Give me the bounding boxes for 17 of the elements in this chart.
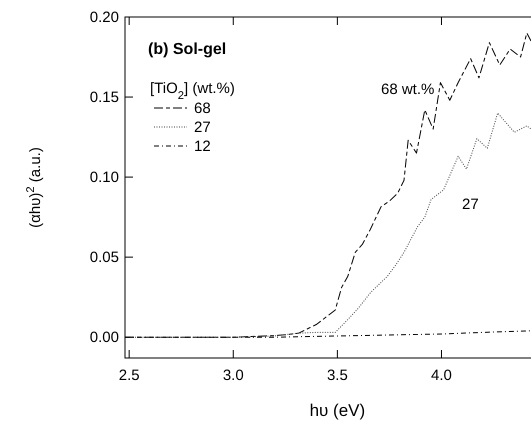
text: (b) Sol-gel — [148, 41, 226, 58]
x-tick-label: 4.0 — [431, 367, 452, 384]
x-tick-label: 2.5 — [118, 367, 140, 384]
y-tick-label: 0.00 — [90, 329, 119, 346]
annotation: 68 wt.% — [381, 81, 434, 98]
y-tick-label: 0.10 — [90, 169, 119, 186]
x-axis-title: hυ (eV) — [310, 401, 366, 420]
legend-label: 27 — [194, 119, 211, 136]
x-tick-label: 3.5 — [326, 367, 348, 384]
x-tick-label: 3.0 — [222, 367, 244, 384]
y-tick-label: 0.15 — [90, 89, 119, 106]
legend-label: 68 — [194, 100, 211, 117]
y-tick-label: 0.20 — [90, 9, 119, 26]
legend-label: 12 — [194, 138, 211, 155]
y-tick-label: 0.05 — [90, 249, 119, 266]
legend-title: [TiO$_{2}$] (wt.%) — [150, 80, 235, 102]
annotation: 27 — [462, 196, 479, 213]
